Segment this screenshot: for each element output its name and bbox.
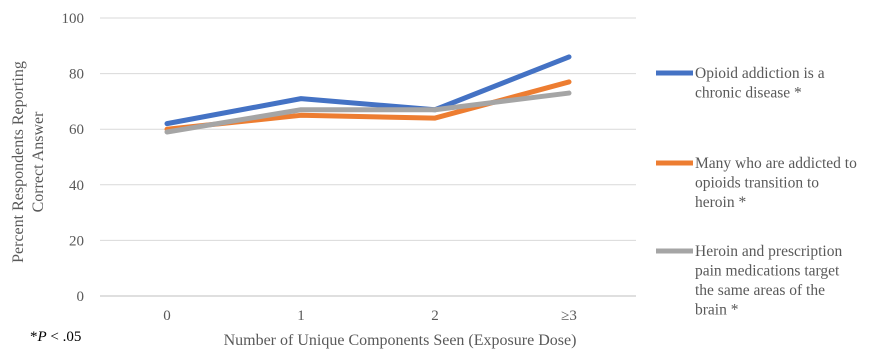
x-tick-1: 1 [297, 308, 305, 324]
legend-label-2-line-0: Heroin and prescription [695, 243, 842, 260]
y-tick-40: 40 [69, 178, 84, 194]
legend-label-1-line-0: Many who are addicted to [695, 155, 857, 172]
note-prefix: * [30, 329, 38, 345]
legend-label-2: Heroin and prescription pain medications … [695, 243, 842, 319]
note-suffix: < .05 [46, 329, 82, 345]
significance-note: *P < .05 [30, 329, 81, 346]
legend: Opioid addiction is a chronic disease * Ma… [656, 65, 857, 319]
legend-label-1-line-2: heroin * [695, 194, 746, 211]
x-tick-2: 2 [431, 308, 439, 324]
x-axis-ticks: 0 1 2 ≥3 [163, 308, 577, 324]
x-axis-title: Number of Unique Components Seen (Exposu… [224, 332, 577, 349]
legend-label-0-line-1: chronic disease * [695, 85, 802, 102]
y-axis-title-line-1: Percent Respondents Reporting [10, 61, 27, 263]
y-tick-60: 60 [69, 122, 84, 138]
x-tick-0: 0 [163, 308, 171, 324]
legend-label-2-line-2: the same areas of the [695, 282, 825, 299]
series-lines [164, 54, 572, 135]
series-line-0 [164, 54, 572, 127]
legend-label-1-line-1: opioids transition to [695, 175, 819, 192]
y-tick-80: 80 [69, 67, 84, 83]
legend-label-0-line-0: Opioid addiction is a [695, 65, 825, 82]
y-tick-100: 100 [62, 11, 85, 27]
legend-label-2-line-1: pain medications target [695, 263, 840, 280]
legend-label-1: Many who are addicted to opioids transiti… [695, 155, 857, 211]
series-line-2 [164, 90, 572, 135]
note-p: P [37, 329, 47, 345]
y-axis-ticks: 0 20 40 60 80 100 [62, 11, 85, 305]
y-axis-title-line-2: Correct Answer [30, 111, 47, 213]
y-tick-0: 0 [77, 289, 85, 305]
y-tick-20: 20 [69, 233, 84, 249]
legend-label-2-line-3: brain * [695, 302, 739, 319]
x-tick-3: ≥3 [561, 308, 577, 324]
legend-label-0: Opioid addiction is a chronic disease * [695, 65, 825, 102]
